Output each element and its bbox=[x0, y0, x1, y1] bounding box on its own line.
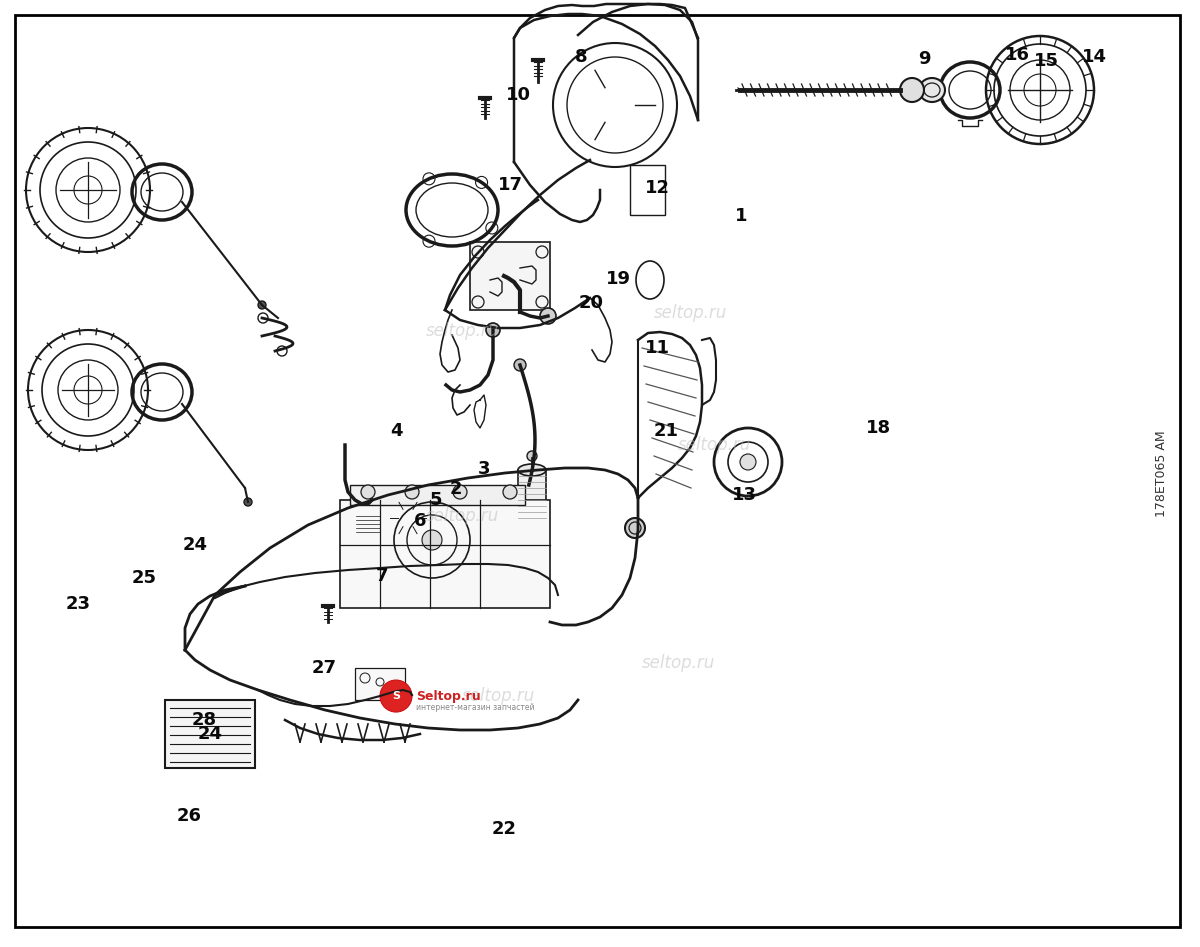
Circle shape bbox=[625, 518, 646, 538]
Text: 20: 20 bbox=[580, 294, 604, 313]
Text: 18: 18 bbox=[866, 419, 890, 438]
Text: S: S bbox=[392, 691, 400, 701]
Circle shape bbox=[900, 78, 924, 102]
Bar bbox=[630, 165, 665, 215]
Circle shape bbox=[486, 323, 500, 337]
Text: интернет-магазин запчастей: интернет-магазин запчастей bbox=[416, 703, 534, 711]
Text: 8: 8 bbox=[575, 47, 587, 66]
Circle shape bbox=[422, 530, 442, 550]
Text: 5: 5 bbox=[430, 491, 442, 509]
Text: 19: 19 bbox=[606, 270, 630, 289]
Text: 9: 9 bbox=[918, 49, 930, 68]
Bar bbox=[350, 485, 526, 505]
Circle shape bbox=[406, 485, 419, 499]
Text: 2: 2 bbox=[450, 479, 462, 498]
Circle shape bbox=[258, 301, 266, 309]
Text: 23: 23 bbox=[66, 595, 90, 614]
Text: 16: 16 bbox=[1006, 45, 1030, 64]
Ellipse shape bbox=[518, 516, 546, 528]
Text: 28: 28 bbox=[192, 710, 216, 729]
Circle shape bbox=[454, 485, 467, 499]
Text: 12: 12 bbox=[646, 178, 670, 197]
Text: 7: 7 bbox=[376, 566, 388, 585]
Circle shape bbox=[386, 496, 430, 540]
Bar bbox=[518, 470, 546, 522]
Text: seltop.ru: seltop.ru bbox=[461, 687, 535, 706]
Circle shape bbox=[740, 454, 756, 470]
Text: Seltop.ru: Seltop.ru bbox=[416, 689, 481, 703]
Circle shape bbox=[514, 359, 526, 371]
Circle shape bbox=[416, 486, 444, 514]
Text: 26: 26 bbox=[178, 807, 202, 826]
Text: 15: 15 bbox=[1034, 51, 1058, 70]
Text: 27: 27 bbox=[312, 658, 336, 677]
Bar bbox=[340, 500, 550, 608]
Text: seltop.ru: seltop.ru bbox=[641, 653, 715, 672]
Circle shape bbox=[348, 506, 388, 546]
Text: 24: 24 bbox=[184, 535, 208, 554]
Circle shape bbox=[361, 485, 374, 499]
Text: seltop.ru: seltop.ru bbox=[425, 507, 499, 526]
Ellipse shape bbox=[518, 464, 546, 476]
Text: 21: 21 bbox=[654, 421, 678, 440]
Text: seltop.ru: seltop.ru bbox=[653, 303, 727, 322]
Circle shape bbox=[527, 451, 538, 461]
Text: 13: 13 bbox=[732, 486, 756, 505]
Text: 3: 3 bbox=[478, 459, 490, 478]
Bar bbox=[355, 668, 406, 700]
Text: 6: 6 bbox=[414, 511, 426, 530]
Text: seltop.ru: seltop.ru bbox=[677, 436, 751, 455]
Text: 17: 17 bbox=[498, 175, 522, 194]
Polygon shape bbox=[350, 546, 362, 574]
Bar bbox=[470, 242, 550, 310]
Text: 178ET065 AM: 178ET065 AM bbox=[1156, 430, 1168, 517]
Circle shape bbox=[522, 479, 534, 491]
Bar bbox=[166, 700, 256, 768]
Circle shape bbox=[503, 485, 517, 499]
Ellipse shape bbox=[919, 78, 946, 102]
Text: 11: 11 bbox=[646, 339, 670, 358]
Text: 24: 24 bbox=[198, 724, 222, 743]
Circle shape bbox=[380, 680, 412, 712]
Text: seltop.ru: seltop.ru bbox=[425, 322, 499, 341]
Text: 4: 4 bbox=[390, 421, 402, 440]
Text: 10: 10 bbox=[506, 85, 530, 104]
Circle shape bbox=[244, 498, 252, 506]
Text: 14: 14 bbox=[1082, 47, 1106, 66]
Text: 25: 25 bbox=[132, 568, 156, 587]
Text: 1: 1 bbox=[736, 206, 748, 225]
Text: 22: 22 bbox=[492, 819, 516, 838]
Circle shape bbox=[540, 308, 556, 324]
